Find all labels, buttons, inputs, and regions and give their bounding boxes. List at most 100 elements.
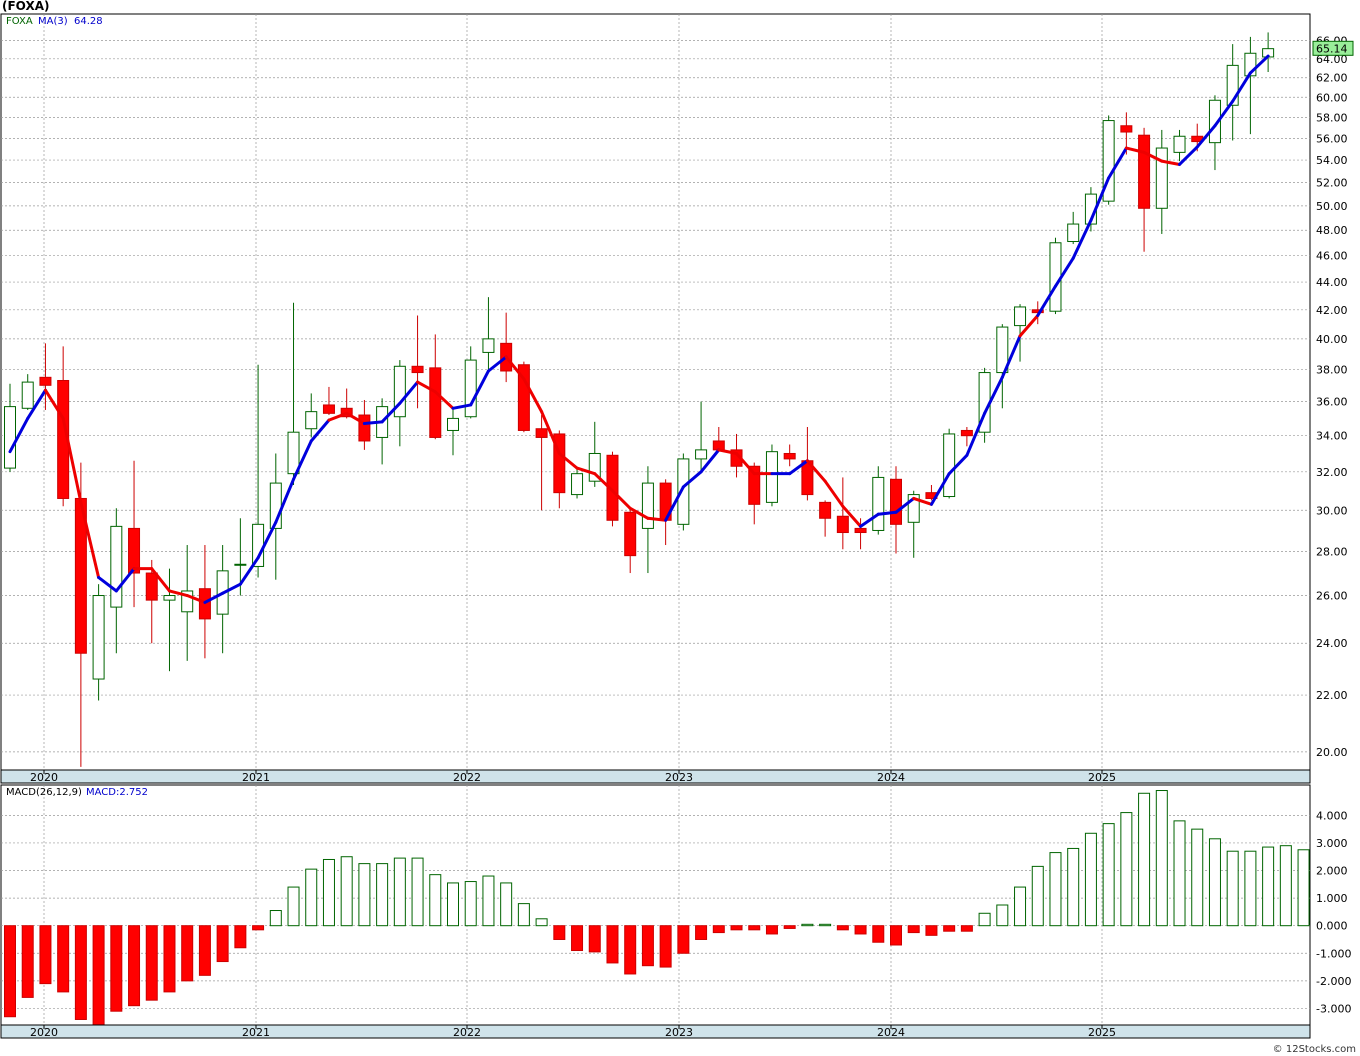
ma-segment [1231, 71, 1252, 103]
macd-bar [1049, 852, 1062, 927]
macd-bar [4, 925, 16, 1018]
price-y-tick: 48.00 [1316, 224, 1348, 237]
candle-body [411, 365, 424, 374]
macd-bar [748, 925, 761, 931]
candle [429, 334, 442, 440]
candle [447, 408, 459, 456]
candle-body [943, 433, 956, 498]
candle [1244, 36, 1257, 135]
macd-y-tick: -3.000 [1316, 1002, 1351, 1015]
macd-bar [801, 923, 814, 927]
candle-body [1226, 64, 1239, 106]
macd-bar [535, 918, 548, 927]
ma-segment [43, 388, 65, 420]
candle-body [1244, 52, 1257, 77]
macd-bar [74, 925, 87, 1020]
candle-body [996, 326, 1009, 374]
macd-bar [287, 886, 300, 927]
macd-bar [1031, 865, 1044, 927]
ma-segment [859, 512, 880, 528]
ma-segment [380, 401, 402, 424]
candle-body [783, 452, 796, 460]
ma-segment [557, 451, 579, 470]
ma-segment [327, 411, 349, 422]
macd-y-tick: 1.000 [1316, 892, 1348, 905]
moving-average-line [8, 54, 1270, 604]
price-y-tick: 38.00 [1316, 363, 1348, 376]
candle [1138, 127, 1151, 252]
macd-bar [783, 925, 796, 929]
candle-body [624, 511, 637, 557]
ma-segment [1053, 256, 1075, 288]
candle-body [21, 381, 34, 409]
macd-bar [198, 925, 211, 976]
ma-segment [451, 403, 473, 410]
candle-body [92, 595, 105, 680]
macd-bar [39, 925, 52, 985]
macd-y-axis: -3.000 -2.000 -1.000 0.000 1.000 2.000 3.000 4.… [1316, 809, 1351, 1015]
x-axis-label: 2021 [242, 771, 270, 784]
candle [588, 421, 601, 487]
candle [783, 444, 796, 467]
candle [943, 428, 956, 499]
macd-bar [358, 863, 371, 927]
candle [92, 584, 105, 701]
ma-segment [1124, 146, 1146, 154]
candle-body [517, 364, 530, 431]
candle-body [181, 590, 194, 613]
chart-title: (FOXA) [2, 0, 49, 13]
candle [1208, 95, 1221, 171]
ma-segment [522, 377, 544, 414]
ma-segment [309, 418, 331, 443]
price-y-tick: 30.00 [1316, 504, 1348, 517]
candle [482, 297, 495, 370]
ma-segment [221, 582, 242, 595]
candle [960, 426, 973, 447]
price-grid [1, 14, 1310, 770]
candle-body [854, 527, 867, 534]
ma-segment [805, 459, 827, 483]
candle [571, 468, 584, 499]
price-y-tick: 28.00 [1316, 545, 1348, 558]
macd-bar [110, 925, 123, 1012]
candle [907, 490, 920, 558]
ma-segment [1107, 146, 1128, 180]
ma-segment [114, 567, 136, 593]
macd-bar [322, 858, 335, 927]
price-y-tick: 24.00 [1316, 637, 1348, 650]
candle-body [287, 431, 300, 475]
x-axis-label: 2024 [877, 1026, 905, 1039]
candle [145, 559, 158, 644]
candle-body [571, 473, 584, 496]
macd-legend-title: MACD(26,12,9) [6, 787, 82, 798]
macd-histogram [4, 790, 1310, 1026]
candle [996, 324, 1009, 409]
x-axis-label: 2023 [665, 1026, 693, 1039]
candle [1102, 115, 1115, 205]
candle-body [1173, 135, 1186, 153]
candle-body [429, 367, 442, 438]
ma-segment [433, 390, 455, 410]
candle-body [393, 365, 406, 418]
macd-bar [553, 925, 566, 940]
ma-segment [1248, 54, 1270, 75]
ma-segment [1195, 124, 1217, 149]
ma-segment [167, 589, 189, 598]
candle-body [1138, 134, 1151, 209]
candle-body [872, 476, 885, 531]
candle [890, 466, 902, 554]
macd-bar [907, 925, 920, 934]
x-axis-label: 2020 [30, 771, 58, 784]
macd-bar [340, 856, 353, 927]
macd-bar [606, 925, 619, 964]
candle-body [836, 515, 849, 534]
price-y-tick: 64.00 [1316, 53, 1348, 66]
macd-bar [872, 925, 885, 943]
candle [305, 393, 318, 438]
price-y-tick: 52.00 [1316, 177, 1348, 190]
macd-bar [925, 925, 938, 936]
ma-segment [256, 520, 278, 560]
price-y-tick: 44.00 [1316, 276, 1348, 289]
candle [854, 518, 867, 550]
